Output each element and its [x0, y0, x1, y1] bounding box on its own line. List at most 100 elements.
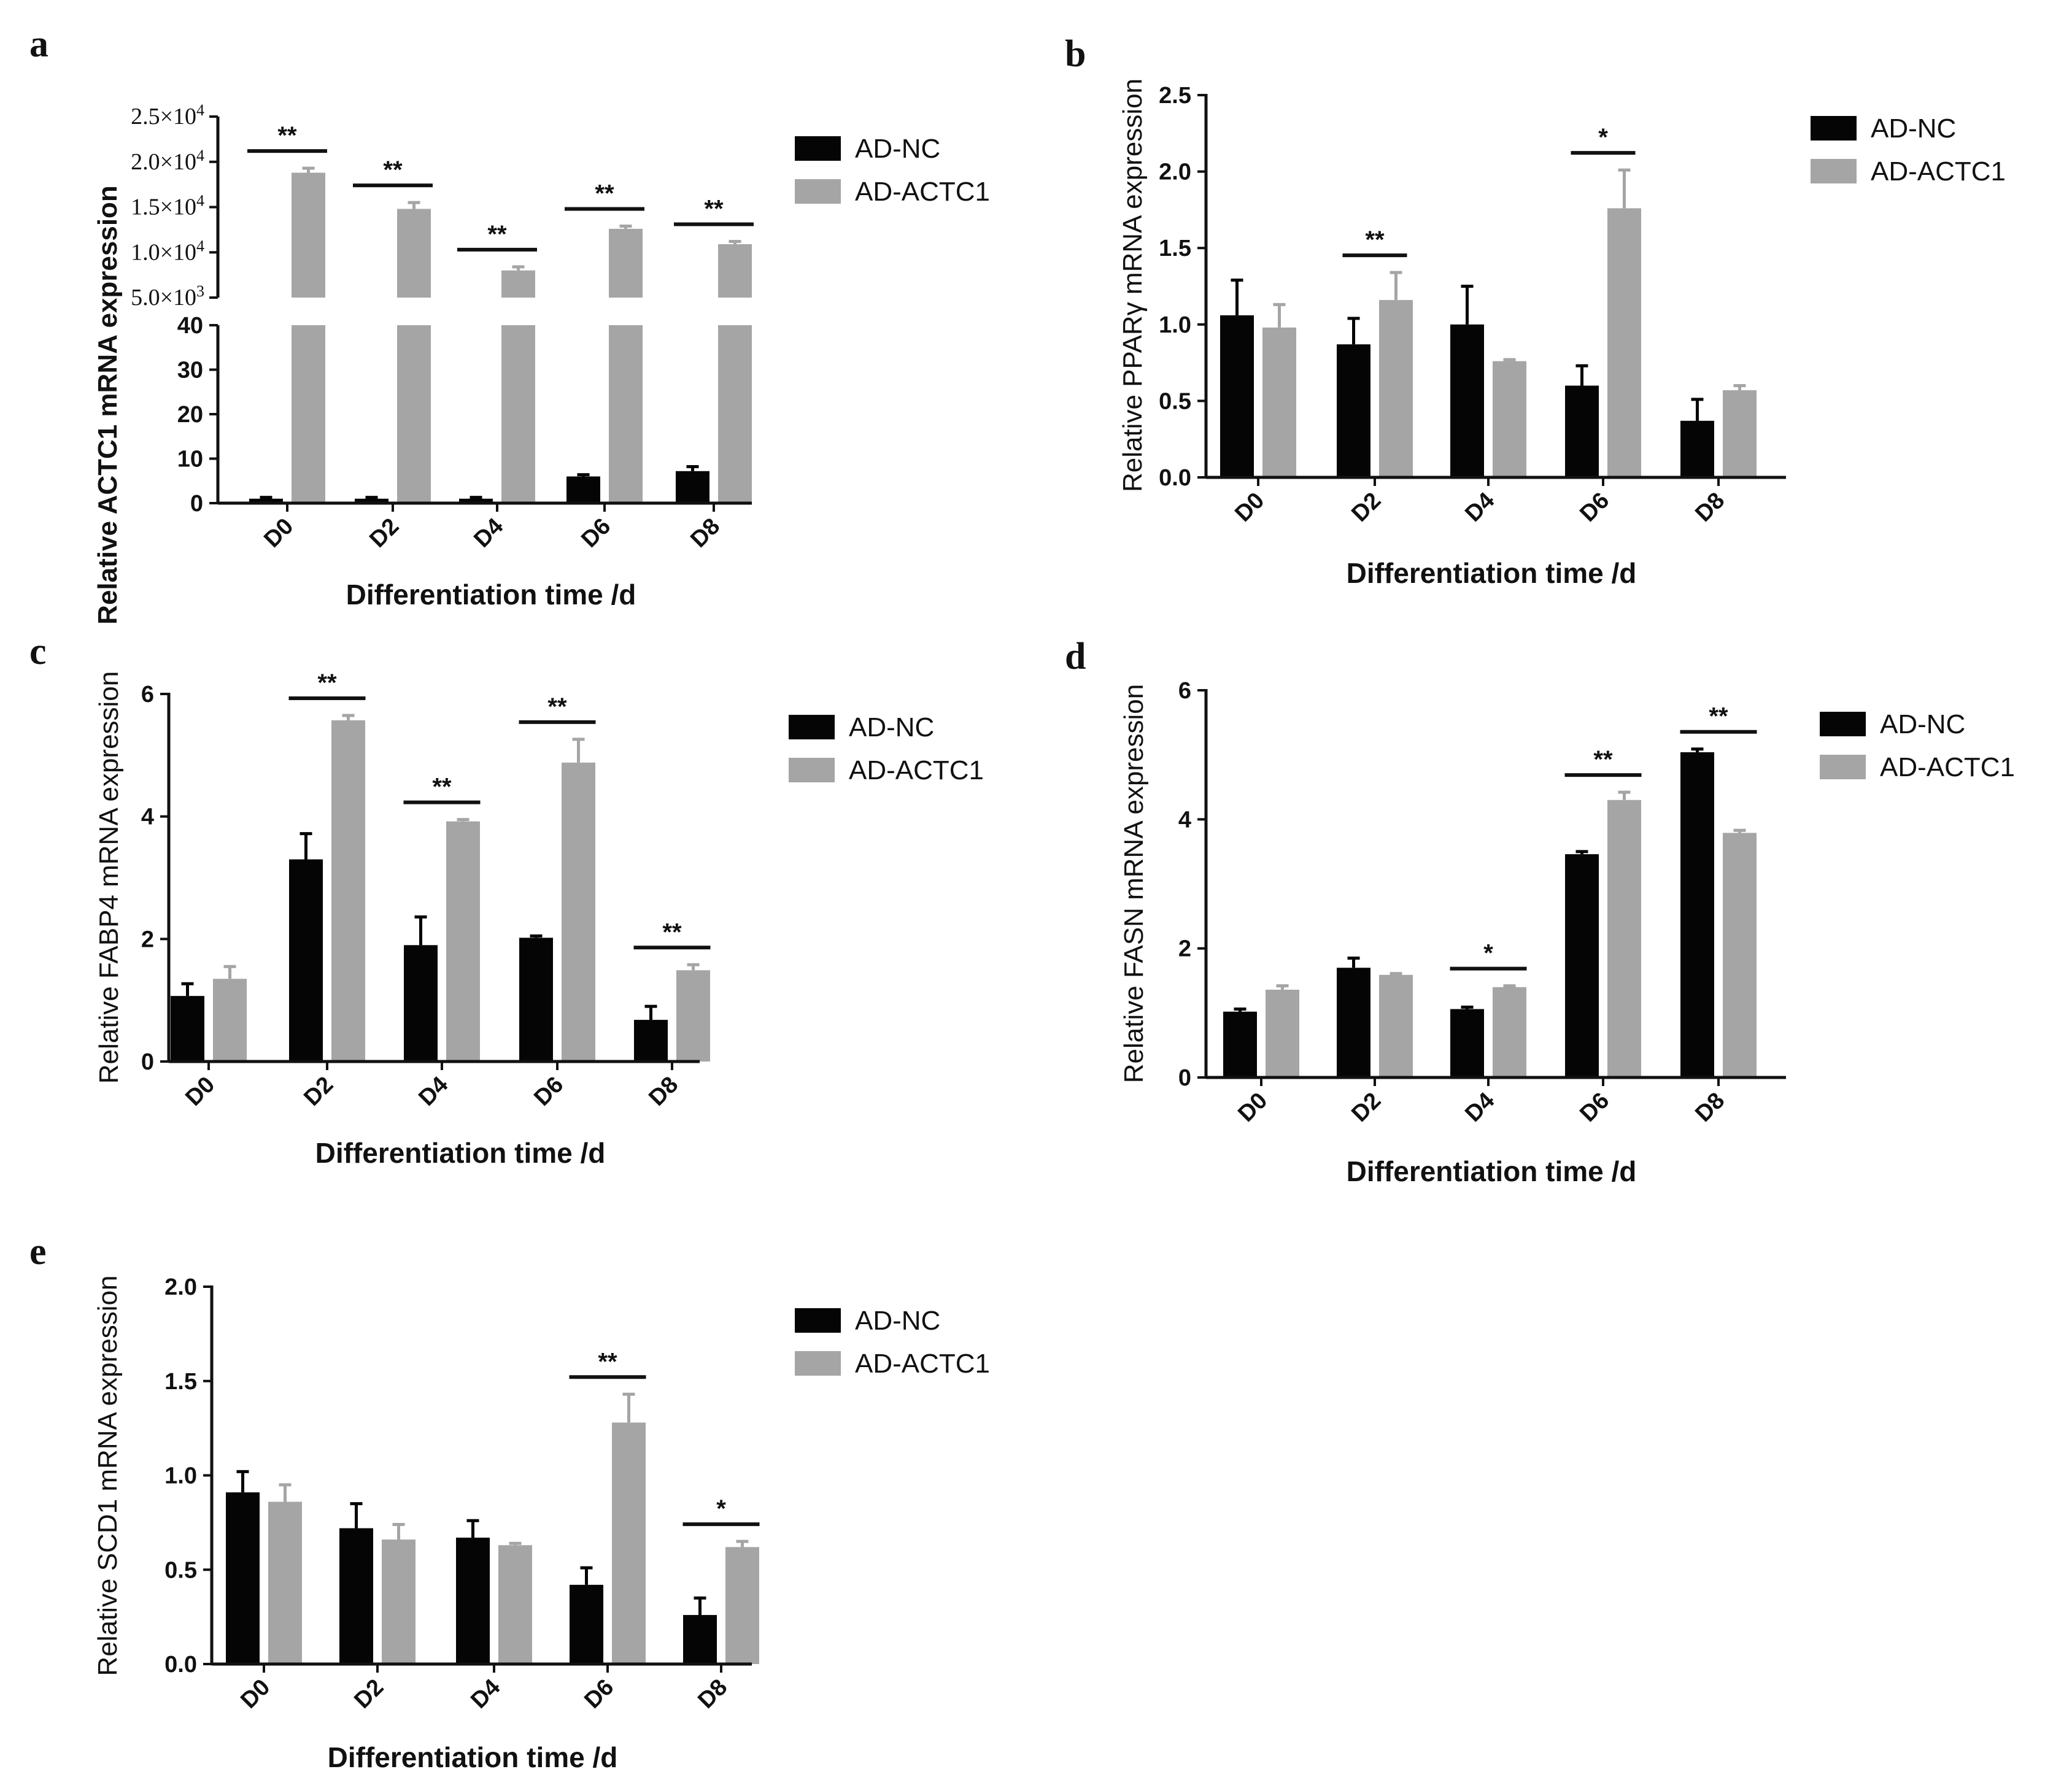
- bar-ad-actc1-d8-lower: [718, 325, 752, 503]
- x-tick-label: D4: [1460, 1088, 1499, 1127]
- y-tick-label: 6: [1178, 678, 1191, 704]
- x-tick-label: D0: [1233, 1088, 1272, 1127]
- y-tick-label-sci: 2.0×104: [131, 146, 204, 175]
- y-tick-label-sci: 1.5×104: [131, 191, 204, 220]
- bar-ad-nc-d6: [566, 476, 600, 503]
- significance-marker: **: [1365, 226, 1385, 253]
- bar-ad-actc1-d8: [676, 970, 710, 1062]
- tick-base: ×10: [160, 239, 196, 265]
- bar-ad-nc-d2: [355, 498, 388, 503]
- y-tick-label: 4: [141, 804, 154, 830]
- legend-swatch-ad-actc1: [795, 1351, 841, 1376]
- y-axis-title: Relative FASN mRNA expression: [1119, 684, 1149, 1083]
- legend-swatch-ad-nc: [789, 715, 835, 739]
- tick-base: ×10: [160, 285, 196, 310]
- bar-ad-nc-d6: [519, 938, 553, 1062]
- y-tick-label: 2.0: [164, 1274, 197, 1300]
- bar-ad-nc-d2: [1337, 344, 1370, 477]
- bar-ad-nc-d0: [226, 1492, 260, 1664]
- x-tick-label: D2: [1347, 1088, 1386, 1127]
- bar-ad-actc1-d6-lower: [609, 325, 643, 503]
- bar-ad-actc1-d4: [498, 1545, 532, 1664]
- y-tick-label: 1.5: [1159, 236, 1191, 261]
- bar-ad-actc1-d4: [446, 821, 480, 1062]
- bar-ad-actc1-d0: [213, 979, 247, 1062]
- tick-base: ×10: [160, 104, 196, 129]
- x-axis-title: Differentiation time /d: [1347, 1155, 1637, 1187]
- x-tick-label: D6: [529, 1072, 568, 1111]
- bar-ad-nc-d2: [289, 859, 323, 1062]
- y-tick-label-sci: 5.0×103: [131, 282, 204, 311]
- bar-ad-actc1-d2-upper: [397, 209, 431, 298]
- bar-ad-actc1-d6: [1607, 208, 1641, 477]
- legend-swatch-ad-nc: [795, 136, 841, 161]
- y-tick-label: 2: [1178, 936, 1191, 962]
- x-tick-label: D6: [579, 1674, 619, 1714]
- x-tick-label: D0: [259, 514, 298, 553]
- legend-label-ad-nc: AD-NC: [1880, 709, 1965, 739]
- significance-marker: **: [1593, 746, 1613, 773]
- y-axis-title: Relative SCD1 mRNA expression: [93, 1276, 123, 1676]
- y-tick-label-sci: 2.5×104: [131, 101, 204, 130]
- bar-ad-actc1-d2: [1379, 974, 1413, 1077]
- bar-ad-actc1-d8-upper: [718, 244, 752, 298]
- x-axis-title: Differentiation time /d: [346, 579, 636, 611]
- x-tick-label: D2: [1347, 488, 1386, 527]
- bar-ad-nc-d8: [1680, 420, 1714, 477]
- significance-marker: **: [317, 669, 337, 696]
- bar-ad-nc-d8: [683, 1615, 717, 1664]
- chart-panel-a: a0102030405.0×1031.0×1041.5×1042.0×1042.…: [29, 23, 990, 625]
- bar-ad-actc1-d2-lower: [397, 325, 431, 503]
- bar-ad-actc1-d6: [1607, 800, 1641, 1077]
- legend-label-ad-actc1: AD-ACTC1: [855, 1349, 990, 1379]
- significance-marker: **: [432, 774, 452, 801]
- y-tick-label: 20: [177, 402, 203, 428]
- x-tick-label: D6: [1575, 488, 1614, 527]
- legend-swatch-ad-actc1: [1820, 755, 1866, 779]
- legend-swatch-ad-actc1: [795, 179, 841, 204]
- significance-marker: *: [716, 1495, 726, 1522]
- legend-swatch-ad-actc1: [789, 758, 835, 782]
- y-tick-label: 0.5: [1159, 388, 1191, 414]
- bar-ad-actc1-d2: [331, 720, 365, 1062]
- bar-ad-nc-d8: [634, 1020, 668, 1062]
- y-tick-label: 0: [141, 1049, 154, 1075]
- panel-label: a: [29, 23, 48, 65]
- x-tick-label: D2: [349, 1674, 388, 1714]
- y-tick-label: 0.0: [1159, 465, 1191, 491]
- bar-ad-actc1-d8: [1723, 390, 1757, 477]
- tick-mantissa: 1.5: [131, 195, 160, 220]
- significance-marker: **: [1709, 703, 1728, 730]
- bar-ad-nc-d0: [171, 996, 204, 1062]
- significance-marker: **: [383, 156, 403, 183]
- y-tick-label: 2: [141, 927, 154, 952]
- y-tick-label: 1.5: [164, 1369, 197, 1395]
- x-tick-label: D6: [576, 514, 616, 553]
- legend-label-ad-nc: AD-NC: [849, 712, 934, 742]
- legend-label-ad-actc1: AD-ACTC1: [849, 755, 984, 785]
- y-tick-label: 6: [141, 682, 154, 707]
- bar-ad-actc1-d2: [382, 1539, 416, 1664]
- significance-marker: *: [1598, 124, 1608, 151]
- bar-ad-nc-d4: [1450, 324, 1484, 477]
- bar-ad-actc1-d6: [612, 1422, 646, 1664]
- tick-exponent: 4: [196, 146, 204, 164]
- significance-marker: **: [704, 196, 724, 223]
- y-tick-label: 1.0: [1159, 312, 1191, 338]
- legend-swatch-ad-nc: [1820, 712, 1866, 736]
- y-tick-label: 30: [177, 358, 203, 383]
- legend-label-ad-actc1: AD-ACTC1: [1871, 156, 2006, 187]
- bar-ad-nc-d2: [339, 1528, 373, 1664]
- x-tick-label: D8: [1690, 1088, 1730, 1127]
- bar-ad-nc-d6: [1565, 385, 1599, 477]
- tick-exponent: 4: [196, 237, 204, 255]
- tick-exponent: 3: [196, 282, 204, 300]
- x-tick-label: D0: [180, 1072, 220, 1111]
- y-tick-label: 40: [177, 313, 203, 339]
- x-tick-label: D6: [1575, 1088, 1614, 1127]
- y-tick-label: 2.5: [1159, 83, 1191, 109]
- significance-marker: **: [598, 1348, 617, 1375]
- x-tick-label: D0: [236, 1674, 275, 1714]
- y-tick-label: 4: [1178, 807, 1191, 833]
